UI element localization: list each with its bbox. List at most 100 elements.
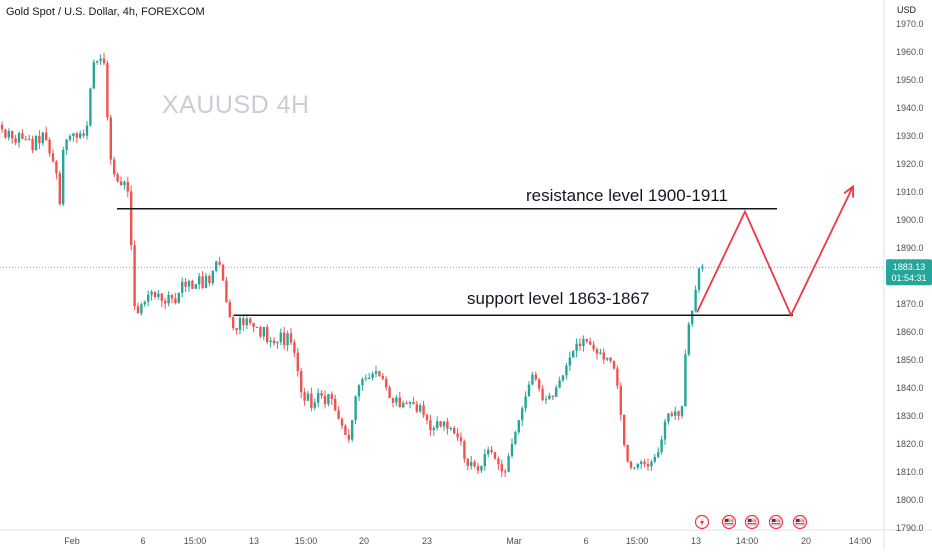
candle-body bbox=[419, 405, 422, 412]
candle-body bbox=[493, 452, 497, 459]
candle-body bbox=[102, 58, 106, 64]
candles bbox=[0, 52, 704, 478]
candle-body bbox=[361, 379, 364, 386]
candle-body bbox=[249, 318, 252, 323]
candle-body bbox=[388, 387, 391, 399]
candle-body bbox=[24, 138, 27, 140]
candle-body bbox=[398, 397, 401, 408]
flag-us-icon[interactable] bbox=[768, 514, 784, 530]
support-label: support level 1863-1867 bbox=[467, 289, 649, 308]
candle-body bbox=[517, 420, 520, 433]
flag-canton bbox=[772, 519, 776, 522]
candle-body bbox=[232, 317, 235, 329]
price-projection[interactable] bbox=[696, 184, 855, 318]
candle-body bbox=[337, 410, 340, 419]
candle-body bbox=[228, 302, 231, 318]
y-tick-label: 1870.0 bbox=[896, 299, 924, 309]
candle-body bbox=[582, 338, 585, 346]
candle-body bbox=[259, 327, 262, 337]
candle-body bbox=[269, 340, 272, 343]
candle-body bbox=[680, 406, 684, 416]
candle-body bbox=[160, 293, 163, 301]
candle-body bbox=[697, 268, 701, 290]
candle-body bbox=[470, 461, 473, 466]
candle-body bbox=[82, 133, 85, 136]
candle-body bbox=[150, 291, 153, 295]
events-row[interactable] bbox=[694, 514, 808, 530]
x-tick-label: 6 bbox=[140, 536, 145, 546]
candle-body bbox=[17, 133, 21, 143]
candle-body bbox=[561, 375, 565, 381]
candle-body bbox=[391, 398, 395, 403]
candle-body bbox=[140, 304, 143, 314]
y-tick-label: 1860.0 bbox=[896, 327, 924, 337]
candle-body bbox=[568, 357, 571, 366]
flag-us-icon[interactable] bbox=[721, 514, 737, 530]
candle-body bbox=[34, 136, 38, 151]
time-axis[interactable]: Feb 6 15:00 13 15:00 20 23 Mar 6 15:00 13 14:00 20 14… bbox=[64, 536, 871, 546]
candle-body bbox=[96, 60, 99, 63]
candle-body bbox=[344, 425, 347, 435]
candle-body bbox=[296, 352, 299, 372]
candle-body bbox=[612, 360, 616, 369]
candle-body bbox=[602, 352, 605, 360]
y-tick-label: 1920.0 bbox=[896, 159, 924, 169]
candle-body bbox=[650, 461, 653, 467]
candle-body bbox=[351, 420, 354, 440]
candle-body bbox=[130, 191, 133, 246]
y-tick-label: 1950.0 bbox=[896, 75, 924, 85]
candle-body bbox=[4, 129, 7, 138]
candle-body bbox=[606, 357, 609, 360]
candle-body bbox=[429, 420, 432, 430]
candle-body bbox=[558, 380, 561, 388]
candle-body bbox=[524, 396, 527, 409]
candle-body bbox=[65, 139, 68, 150]
candle-body bbox=[381, 375, 384, 379]
candle-body bbox=[85, 125, 89, 136]
y-tick-label: 1850.0 bbox=[896, 355, 924, 365]
flag-us-icon[interactable] bbox=[744, 514, 760, 530]
candle-body bbox=[306, 393, 310, 401]
flag-canton bbox=[796, 519, 800, 522]
candle-body bbox=[11, 130, 14, 139]
candle-body bbox=[629, 461, 633, 468]
flag-us-icon[interactable] bbox=[792, 514, 808, 530]
candle-body bbox=[51, 153, 55, 162]
candle-body bbox=[303, 392, 306, 401]
candle-body bbox=[456, 433, 459, 438]
candle-body bbox=[58, 173, 61, 205]
candle-body bbox=[670, 413, 673, 416]
candle-body bbox=[507, 455, 510, 472]
candle-body bbox=[354, 396, 357, 421]
candle-body bbox=[432, 428, 435, 430]
candle-body bbox=[514, 432, 517, 444]
candle-body bbox=[123, 181, 126, 185]
y-tick-label: 1930.0 bbox=[896, 131, 924, 141]
x-tick-label: 14:00 bbox=[849, 536, 872, 546]
candle-body bbox=[449, 428, 452, 430]
candle-body bbox=[633, 467, 636, 469]
candle-body bbox=[45, 132, 48, 140]
y-tick-label: 1970.0 bbox=[896, 19, 924, 29]
candle-body bbox=[334, 398, 337, 411]
candle-body bbox=[157, 293, 160, 297]
y-tick-label: 1960.0 bbox=[896, 47, 924, 57]
candle-body bbox=[191, 280, 194, 289]
flag-canton bbox=[748, 519, 752, 522]
candle-body bbox=[619, 385, 622, 415]
y-tick-label: 1800.0 bbox=[896, 495, 924, 505]
price-tag-box bbox=[886, 259, 932, 286]
price-levels[interactable]: resistance level 1900-1911 support level … bbox=[117, 186, 793, 316]
flash-icon[interactable] bbox=[694, 514, 710, 530]
candle-body bbox=[211, 270, 214, 284]
x-tick-label: 20 bbox=[359, 536, 369, 546]
candle-body bbox=[640, 461, 643, 464]
candle-body bbox=[459, 437, 463, 442]
candle-body bbox=[106, 63, 109, 118]
symbol-title[interactable]: Gold Spot / U.S. Dollar, 4h, FOREXCOM bbox=[6, 6, 205, 18]
candle-body bbox=[48, 139, 51, 154]
candle-body bbox=[89, 88, 92, 126]
